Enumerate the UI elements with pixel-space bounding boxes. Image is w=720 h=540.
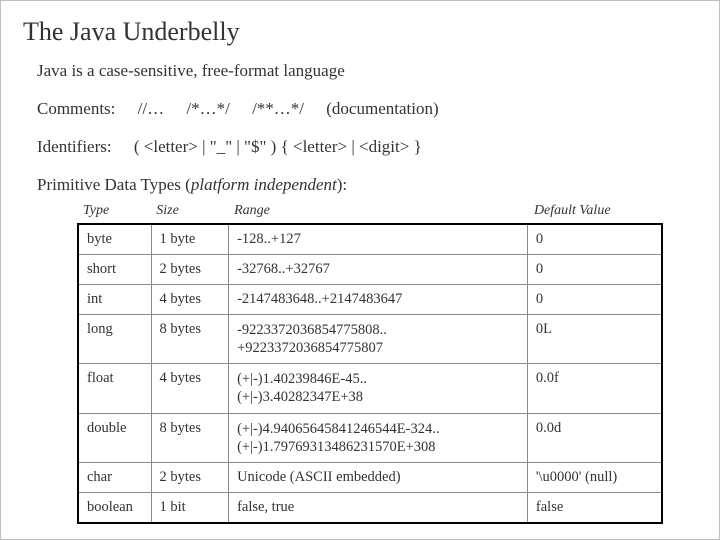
cell-size: 2 bytes (151, 462, 229, 492)
types-header-row: Type Size Range Default Value (77, 201, 663, 223)
types-heading: Primitive Data Types (platform independe… (37, 175, 697, 195)
cell-size: 2 bytes (151, 255, 229, 285)
cell-range: Unicode (ASCII embedded) (229, 462, 528, 492)
cell-size: 1 byte (151, 224, 229, 255)
cell-type: long (78, 315, 151, 364)
table-row: boolean1 bitfalse, truefalse (78, 492, 662, 523)
cell-range: (+|-)1.40239846E-45..(+|-)3.40282347E+38 (229, 364, 528, 413)
page-title: The Java Underbelly (23, 17, 697, 47)
table-row: double8 bytes(+|-)4.94065645841246544E-3… (78, 413, 662, 462)
cell-type: float (78, 364, 151, 413)
types-heading-ital: platform independent (191, 175, 337, 194)
table-row: byte1 byte-128..+1270 (78, 224, 662, 255)
cell-type: boolean (78, 492, 151, 523)
table-row: char2 bytesUnicode (ASCII embedded)'\u00… (78, 462, 662, 492)
cell-size: 8 bytes (151, 315, 229, 364)
comments-label: Comments: (37, 99, 115, 118)
types-heading-post: ): (337, 175, 347, 194)
cell-range: -9223372036854775808..+92233720368547758… (229, 315, 528, 364)
cell-default: 0 (527, 285, 662, 315)
cell-size: 1 bit (151, 492, 229, 523)
identifiers-rule: ( <letter> | "_" | "$" ) { <letter> | <d… (134, 137, 422, 156)
types-table-wrap: Type Size Range Default Value byte1 byte… (77, 201, 663, 524)
cell-range: -2147483648..+2147483647 (229, 285, 528, 315)
col-header-type: Type (77, 201, 150, 223)
cell-default: 0 (527, 255, 662, 285)
cell-default: 0L (527, 315, 662, 364)
identifiers-label: Identifiers: (37, 137, 112, 156)
cell-default: 0.0d (527, 413, 662, 462)
table-row: int4 bytes-2147483648..+21474836470 (78, 285, 662, 315)
cell-default: 0.0f (527, 364, 662, 413)
identifiers-line: Identifiers: ( <letter> | "_" | "$" ) { … (37, 137, 697, 157)
cell-range: -128..+127 (229, 224, 528, 255)
cell-range: -32768..+32767 (229, 255, 528, 285)
col-header-default: Default Value (528, 201, 663, 223)
comment-style-block: /*…*/ (186, 99, 229, 118)
comment-style-line: //… (138, 99, 164, 118)
cell-range: (+|-)4.94065645841246544E-324..(+|-)1.79… (229, 413, 528, 462)
table-row: short2 bytes-32768..+327670 (78, 255, 662, 285)
cell-range: false, true (229, 492, 528, 523)
cell-type: short (78, 255, 151, 285)
col-header-size: Size (150, 201, 228, 223)
comment-doc-note: (documentation) (326, 99, 438, 118)
cell-type: int (78, 285, 151, 315)
comments-line: Comments: //… /*…*/ /**…*/ (documentatio… (37, 99, 697, 119)
comment-style-doc: /**…*/ (252, 99, 304, 118)
cell-default: 0 (527, 224, 662, 255)
cell-type: double (78, 413, 151, 462)
intro-line: Java is a case-sensitive, free-format la… (37, 61, 697, 81)
table-row: float4 bytes(+|-)1.40239846E-45..(+|-)3.… (78, 364, 662, 413)
cell-default: '\u0000' (null) (527, 462, 662, 492)
table-row: long8 bytes-9223372036854775808..+922337… (78, 315, 662, 364)
body: Java is a case-sensitive, free-format la… (23, 61, 697, 524)
cell-size: 4 bytes (151, 285, 229, 315)
cell-default: false (527, 492, 662, 523)
col-header-range: Range (228, 201, 528, 223)
cell-size: 4 bytes (151, 364, 229, 413)
cell-size: 8 bytes (151, 413, 229, 462)
types-table: byte1 byte-128..+1270short2 bytes-32768.… (77, 223, 663, 524)
slide: The Java Underbelly Java is a case-sensi… (0, 0, 720, 540)
types-heading-pre: Primitive Data Types ( (37, 175, 191, 194)
cell-type: byte (78, 224, 151, 255)
cell-type: char (78, 462, 151, 492)
